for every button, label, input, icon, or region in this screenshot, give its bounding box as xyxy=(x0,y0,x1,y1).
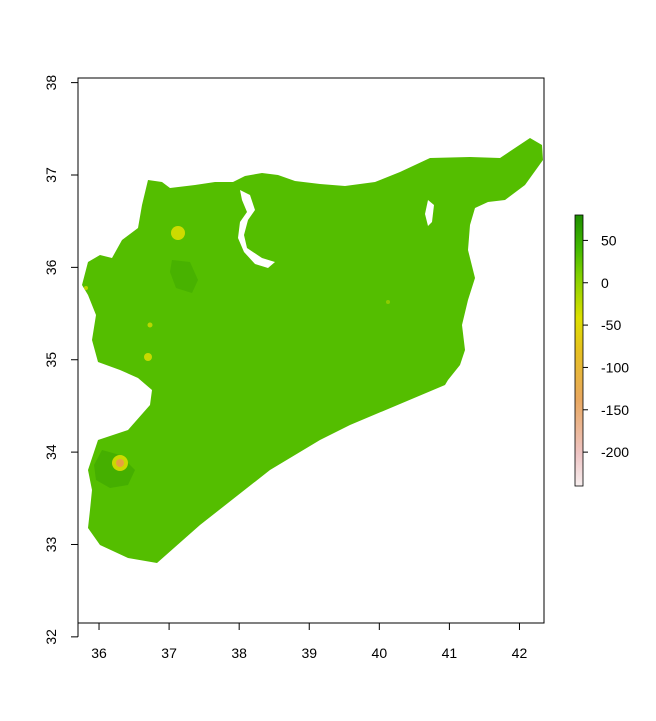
x-axis: 36 37 38 39 40 41 42 xyxy=(91,622,528,661)
lake-hole xyxy=(238,190,275,268)
y-tick-label: 33 xyxy=(43,536,59,552)
legend-tick-label: -100 xyxy=(601,359,629,375)
legend-ticks: 50 0 -50 -100 -150 -200 xyxy=(583,232,629,460)
x-tick-label: 41 xyxy=(442,645,458,661)
hotspot-coast xyxy=(84,286,88,290)
hotspot-east xyxy=(386,300,390,304)
hotspot-aleppo xyxy=(171,226,185,240)
x-tick-label: 39 xyxy=(301,645,317,661)
y-tick-label: 35 xyxy=(43,352,59,368)
legend-tick-label: 50 xyxy=(601,232,617,248)
lake-hole-small xyxy=(425,200,434,226)
legend-tick-label: -50 xyxy=(601,317,621,333)
y-tick-label: 32 xyxy=(43,629,59,645)
dark-zone-southwest xyxy=(94,450,135,488)
x-tick-label: 42 xyxy=(512,645,528,661)
legend-tick-label: 0 xyxy=(601,275,609,291)
x-tick-label: 38 xyxy=(231,645,247,661)
hotspot-hama xyxy=(147,322,153,328)
color-legend: 50 0 -50 -100 -150 -200 xyxy=(574,214,629,487)
y-axis: 32 33 34 35 36 37 38 xyxy=(43,75,79,645)
legend-colorbar xyxy=(574,214,584,487)
country-shape xyxy=(82,138,543,563)
y-tick-label: 37 xyxy=(43,167,59,183)
x-tick-label: 36 xyxy=(91,645,107,661)
y-tick-label: 34 xyxy=(43,444,59,460)
hotspot-damascus-inner xyxy=(116,459,124,467)
dark-zone-west xyxy=(170,260,198,293)
x-tick-label: 40 xyxy=(372,645,388,661)
y-tick-label: 38 xyxy=(43,75,59,91)
x-tick-label: 37 xyxy=(161,645,177,661)
map-raster xyxy=(82,138,543,563)
legend-tick-label: -200 xyxy=(601,444,629,460)
y-tick-label: 36 xyxy=(43,259,59,275)
legend-tick-label: -150 xyxy=(601,402,629,418)
hotspot-homs xyxy=(144,353,152,361)
